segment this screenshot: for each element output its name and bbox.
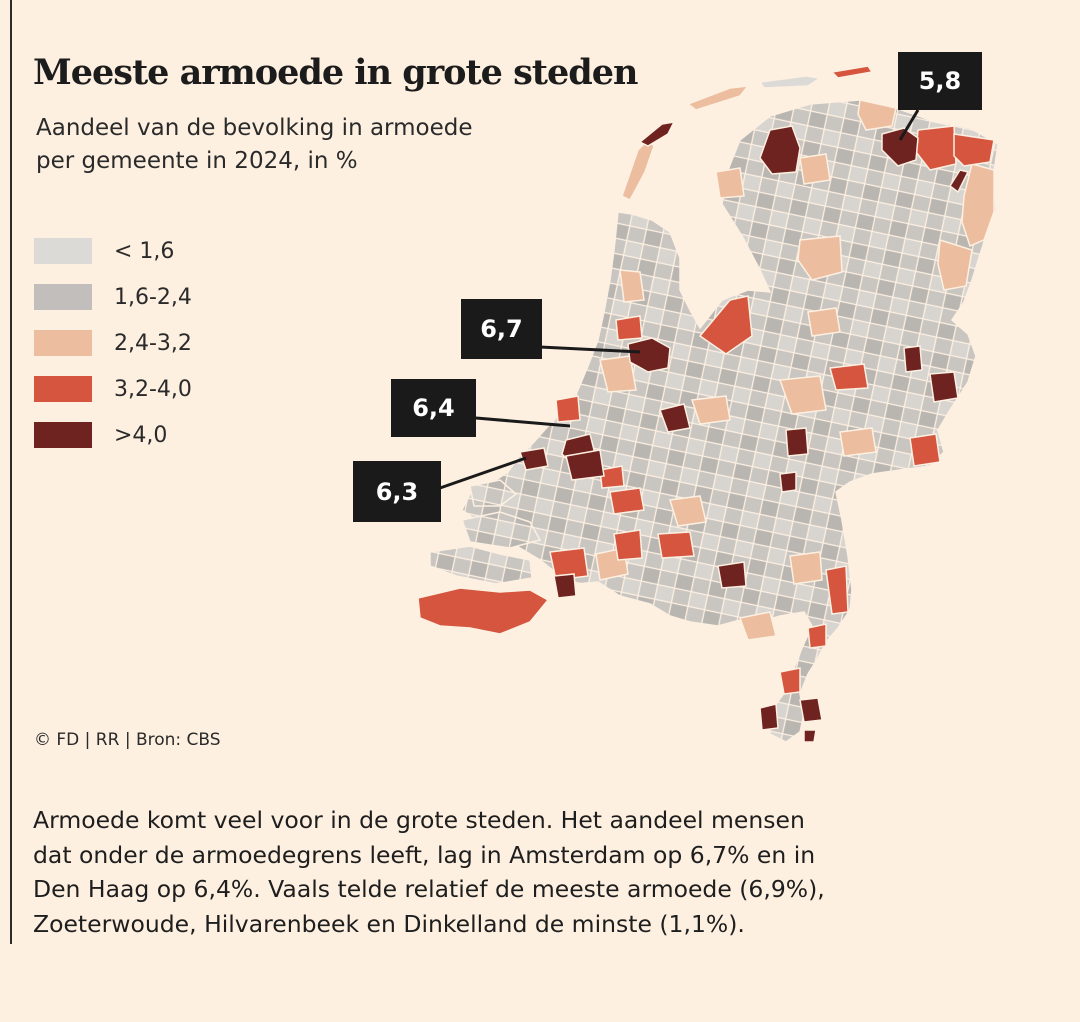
legend-label: < 1,6 bbox=[114, 238, 175, 264]
legend-item: >4,0 bbox=[34, 412, 192, 458]
regions-3-2-4-0 bbox=[549, 125, 995, 695]
chart-subtitle: Aandeel van de bevolking in armoede per … bbox=[36, 112, 576, 178]
callout-rotterdam: 6,3 bbox=[353, 461, 441, 522]
subtitle-line-2: per gemeente in 2024, in % bbox=[36, 148, 358, 174]
subtitle-line-1: Aandeel van de bevolking in armoede bbox=[36, 115, 473, 141]
map-legend: < 1,6 1,6-2,4 2,4-3,2 3,2-4,0 >4,0 bbox=[34, 228, 192, 458]
chart-title: Meeste armoede in grote steden bbox=[33, 52, 638, 93]
callout-den-haag: 6,4 bbox=[391, 379, 476, 437]
legend-swatch bbox=[34, 330, 92, 356]
regions-above-4-0 bbox=[519, 125, 970, 743]
legend-label: 1,6-2,4 bbox=[114, 284, 192, 310]
callout-amsterdam: 6,7 bbox=[461, 299, 542, 359]
body-line: Zoeterwoude, Hilvarenbeek en Dinkelland … bbox=[33, 909, 745, 938]
left-rule bbox=[10, 0, 12, 944]
mainland bbox=[461, 99, 999, 743]
callout-groningen: 5,8 bbox=[898, 52, 982, 110]
zeeland-islands bbox=[417, 479, 550, 635]
legend-item: < 1,6 bbox=[34, 228, 192, 274]
body-line: Den Haag op 6,4%. Vaals telde relatief d… bbox=[33, 875, 825, 903]
legend-item: 2,4-3,2 bbox=[34, 320, 192, 366]
legend-label: 2,4-3,2 bbox=[114, 330, 192, 356]
legend-swatch bbox=[34, 284, 92, 310]
legend-swatch bbox=[34, 238, 92, 264]
legend-label: >4,0 bbox=[114, 422, 168, 448]
legend-swatch bbox=[34, 376, 92, 402]
body-line: Armoede komt veel voor in de grote stede… bbox=[33, 806, 805, 834]
body-paragraph: Armoede komt veel voor in de grote stede… bbox=[33, 803, 1043, 941]
legend-swatch bbox=[34, 422, 92, 448]
legend-item: 3,2-4,0 bbox=[34, 366, 192, 412]
callout-leader-lines bbox=[439, 109, 920, 490]
source-credit: © FD | RR | Bron: CBS bbox=[34, 730, 221, 750]
legend-item: 1,6-2,4 bbox=[34, 274, 192, 320]
regions-2-4-3-2 bbox=[595, 99, 995, 641]
wadden-islands bbox=[621, 65, 874, 201]
legend-label: 3,2-4,0 bbox=[114, 376, 192, 402]
body-line: dat onder de armoedegrens leeft, lag in … bbox=[33, 840, 816, 869]
